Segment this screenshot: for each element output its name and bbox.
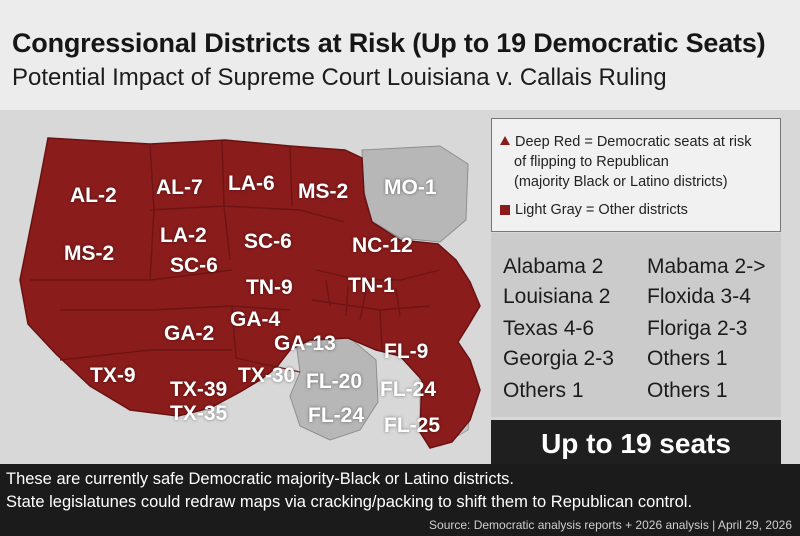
district-label-ms-2-b: MS-2 [64,242,115,265]
district-label-al-2: AL-2 [70,184,117,207]
district-label-tn-1: TN-1 [348,274,395,297]
district-label-la-2: LA-2 [160,224,207,247]
district-label-al-7: AL-7 [156,176,203,199]
legend-row-light-gray: Light Gray = Other districts [500,201,688,220]
page-subtitle: Potential Impact of Supreme Court Louisi… [12,64,667,91]
state-boundaries [30,139,441,373]
page-title: Congressional Districts at Risk (Up to 1… [12,28,766,58]
district-label-tx-9: TX-9 [90,364,136,387]
district-label-fl-25: FL-25 [384,414,441,437]
districts-map [19,137,481,449]
district-label-sc-6: SC-6 [244,230,292,253]
footer-source: Source: Democratic analysis reports + 20… [429,518,792,532]
district-label-sc-6-b: SC-6 [170,254,218,277]
count-left-1: Louisiana 2 [503,285,611,308]
legend-row-deep-red-2: of flipping to Republican [514,154,669,170]
legend-light-gray-text: Light Gray = Other districts [515,202,688,218]
triangle-icon [500,136,510,145]
footer: These are currently safe Democratic majo… [0,464,800,536]
district-label-ga-13: GA-13 [274,332,336,355]
state-gray-fl-south [289,337,379,441]
count-left-0: Alabama 2 [503,255,604,278]
count-right-0: Mabama 2-> [647,255,766,278]
total-banner: Up to 19 seats [491,420,781,466]
count-right-2: Floriga 2-3 [647,317,748,340]
district-label-mo-1: MO-1 [384,176,437,199]
header: Congressional Districts at Risk (Up to 1… [0,0,800,110]
district-label-tx-30: TX-30 [238,364,296,387]
legend-deep-red-text: Deep Red = Democratic seats at risk [515,134,752,150]
district-label-fl-9: FL-9 [384,340,429,363]
count-left-3: Georgia 2-3 [503,347,614,370]
count-right-4: Others 1 [647,379,728,402]
map-legend: Deep Red = Democratic seats at risk of f… [491,118,781,232]
district-label-tx-35: TX-35 [170,402,228,425]
district-label-la-6: LA-6 [228,172,275,195]
square-swatch-icon [500,205,510,215]
district-label-tx-39: TX-39 [170,378,228,401]
count-right-1: Floxida 3-4 [647,285,751,308]
district-label-tn-9: TN-9 [246,276,293,299]
district-label-fl-24-b: FL-24 [308,404,365,427]
total-seats: Up to 19 seats [541,428,731,459]
legend-row-deep-red: Deep Red = Democratic seats at risk [500,133,752,152]
district-label-nc-12: NC-12 [352,234,413,257]
count-right-3: Others 1 [647,347,728,370]
district-label-fl-20: FL-20 [306,370,363,393]
count-left-2: Texas 4-6 [503,317,595,340]
district-label-ms-2: MS-2 [298,180,349,203]
at-risk-region [19,137,481,449]
footer-note-1: These are currently safe Democratic majo… [6,470,515,488]
legend-row-deep-red-3: (majority Black or Latino districts) [514,174,728,190]
district-label-ga-4: GA-4 [230,308,281,331]
district-label-ga-2: GA-2 [164,322,215,345]
state-counts-panel: Alabama 2 Louisiana 2 Texas 4-6 Georgia … [491,233,781,417]
footer-note-2: State legislatunes could redraw maps via… [6,493,693,511]
district-label-fl-24: FL-24 [380,378,437,401]
count-left-4: Others 1 [503,379,584,402]
